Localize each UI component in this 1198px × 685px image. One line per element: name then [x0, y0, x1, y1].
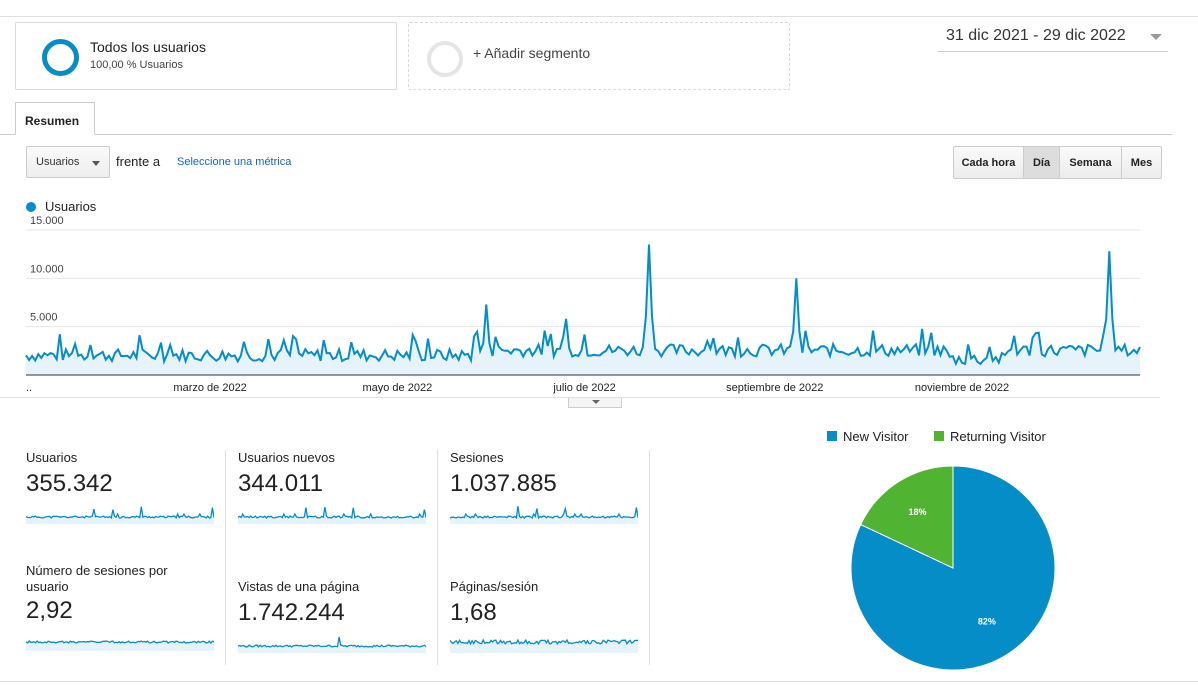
pie-legend-label: Returning Visitor [950, 429, 1046, 444]
sparkline-area [26, 641, 214, 651]
x-tick-label: marzo de 2022 [173, 382, 246, 394]
metric-label: Usuarios [26, 450, 78, 465]
users-line-chart: 5.000 10.000 15.000 .. marzo de 2022 mayo de… [25, 215, 1141, 394]
segment-subtitle: 100,00 % Usuarios [90, 59, 183, 71]
metric-label: Número de sesiones por usuario [26, 563, 168, 594]
add-segment-button[interactable]: + Añadir segmento [408, 22, 790, 90]
pie-legend-label: New Visitor [843, 429, 909, 444]
select-metric-link[interactable]: Seleccione una métrica [177, 156, 292, 168]
chart-divider [0, 397, 1160, 398]
chart-area [26, 244, 1140, 375]
sparkline-line [26, 506, 214, 520]
metric-label: Vistas de una página [238, 579, 360, 594]
top-divider [0, 16, 1198, 17]
tile-separator [437, 450, 438, 665]
chart-legend-label: Usuarios [45, 199, 97, 214]
y-tick-label: 5.000 [30, 312, 58, 324]
granularity-day-button[interactable]: Día [1023, 146, 1060, 179]
y-tick-label: 15.000 [30, 215, 64, 227]
x-tick-label: mayo de 2022 [362, 382, 432, 394]
metric-sparkline [26, 640, 214, 651]
legend-swatch-icon [827, 431, 837, 441]
metric-value: 1.742.244 [238, 599, 345, 626]
pie-slice-label: 18% [908, 507, 926, 517]
sparkline-line [450, 638, 638, 646]
segment-ring-icon [42, 39, 79, 76]
metric-value: 344.011 [238, 470, 323, 497]
legend-swatch-icon [934, 431, 944, 441]
metric-tile-sessions[interactable]: Sesiones 1.037.885 [450, 450, 650, 524]
granularity-week-button[interactable]: Semana [1059, 146, 1122, 179]
metric-label: Usuarios nuevos [238, 450, 335, 465]
tile-separator [225, 450, 226, 665]
metric-tile-users[interactable]: Usuarios 355.342 [26, 450, 226, 524]
metric-sparkline [450, 506, 638, 524]
segment-all-users[interactable]: Todos los usuarios 100,00 % Usuarios [15, 22, 397, 90]
sparkline-line [450, 506, 638, 520]
tab-divider [0, 134, 1172, 135]
granularity-month-button[interactable]: Mes [1121, 146, 1162, 179]
chart-line [25, 244, 1141, 367]
visitor-type-pie-chart: 82% 18% [850, 465, 1056, 671]
pie-legend-new[interactable]: New Visitor [827, 429, 909, 444]
metric-dropdown[interactable]: Usuarios [26, 146, 110, 178]
metric-dropdown-label: Usuarios [36, 156, 80, 168]
add-segment-label: + Añadir segmento [473, 45, 591, 61]
metric-tile-sessions-per-user[interactable]: Número de sesiones por usuario 2,92 [26, 563, 214, 651]
granularity-hour-button[interactable]: Cada hora [953, 146, 1024, 179]
empty-segment-ring-icon [427, 41, 463, 77]
metric-sparkline [26, 506, 214, 524]
x-tick-label: septiembre de 2022 [726, 382, 823, 394]
sparkline-line [238, 636, 426, 648]
x-tick-label: julio de 2022 [552, 382, 615, 394]
tile-separator [649, 450, 650, 665]
legend-dot-icon [26, 202, 36, 212]
metric-value: 355.342 [26, 470, 113, 497]
x-tick-label: noviembre de 2022 [915, 382, 1009, 394]
metric-label: Páginas/sesión [450, 579, 539, 594]
sparkline-line [26, 640, 214, 645]
chevron-down-icon [1150, 34, 1162, 40]
metric-value: 1,68 [450, 599, 497, 626]
pie-slice-label: 82% [978, 616, 996, 626]
tab-resumen[interactable]: Resumen [15, 102, 95, 135]
chevron-down-icon [592, 400, 600, 404]
versus-label: frente a [116, 154, 161, 169]
metric-value: 2,92 [26, 597, 73, 624]
sparkline-line [238, 506, 426, 520]
date-range-picker[interactable]: 31 dic 2021 - 29 dic 2022 [938, 24, 1168, 52]
sparkline-area [26, 506, 214, 524]
metric-sparkline [450, 638, 638, 653]
x-tick-label: .. [26, 382, 32, 394]
metric-tile-new-users[interactable]: Usuarios nuevos 344.011 [238, 450, 438, 524]
chevron-down-icon [92, 161, 100, 166]
sparkline-area [238, 507, 426, 524]
metric-tile-pages-per-session[interactable]: Páginas/sesión 1,68 [450, 579, 650, 653]
pie-legend-returning[interactable]: Returning Visitor [934, 429, 1046, 444]
sparkline-area [238, 637, 426, 653]
collapse-chart-handle[interactable] [568, 398, 622, 408]
metric-sparkline [238, 506, 426, 524]
date-range-text: 31 dic 2021 - 29 dic 2022 [946, 27, 1126, 44]
sparkline-area [450, 506, 638, 524]
metric-sparkline [238, 636, 426, 653]
metric-value: 1.037.885 [450, 470, 557, 497]
y-tick-label: 10.000 [30, 263, 64, 275]
bottom-divider [0, 681, 1198, 682]
pie-slice[interactable] [860, 465, 954, 569]
segment-title: Todos los usuarios [90, 39, 206, 55]
metric-tile-pageviews[interactable]: Vistas de una página 1.742.244 [238, 579, 438, 653]
metric-label: Sesiones [450, 450, 504, 465]
